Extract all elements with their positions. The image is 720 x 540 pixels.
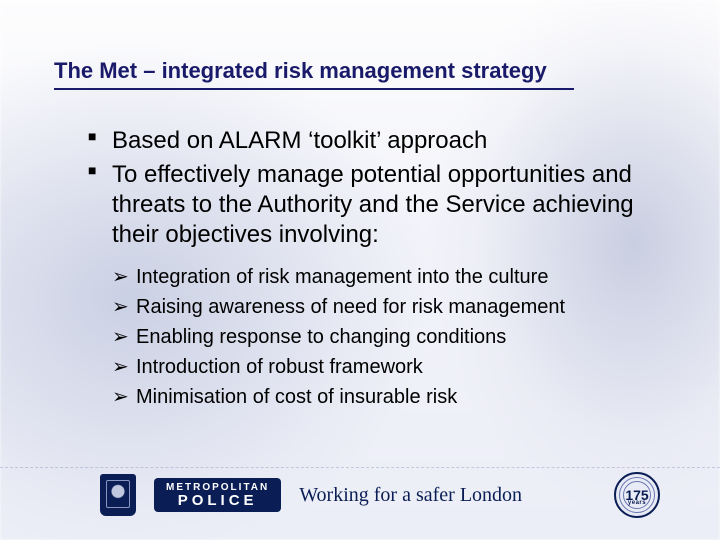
bullet-list: Based on ALARM ‘toolkit’ approach To eff… — [54, 126, 666, 250]
police-crest-icon — [100, 474, 136, 516]
footer-rule — [0, 467, 720, 468]
sub-bullet-item: Integration of risk management into the … — [112, 264, 666, 290]
logo-line2: POLICE — [166, 493, 269, 508]
sub-bullet-item: Raising awareness of need for risk manag… — [112, 294, 666, 320]
sub-bullet-item: Minimisation of cost of insurable risk — [112, 384, 666, 410]
bullet-item: To effectively manage potential opportun… — [88, 160, 666, 250]
sub-bullet-list: Integration of risk management into the … — [54, 264, 666, 410]
footer: METROPOLITAN POLICE Working for a safer … — [0, 472, 720, 518]
footer-tagline: Working for a safer London — [299, 484, 596, 507]
slide-title: The Met – integrated risk management str… — [54, 58, 574, 90]
sub-bullet-item: Introduction of robust framework — [112, 354, 666, 380]
anniversary-badge-icon: 175 years — [614, 472, 660, 518]
met-police-logo: METROPOLITAN POLICE — [154, 478, 281, 512]
slide: The Met – integrated risk management str… — [0, 0, 720, 540]
badge-caption: years — [628, 500, 646, 506]
bullet-item: Based on ALARM ‘toolkit’ approach — [88, 126, 666, 156]
sub-bullet-item: Enabling response to changing conditions — [112, 324, 666, 350]
